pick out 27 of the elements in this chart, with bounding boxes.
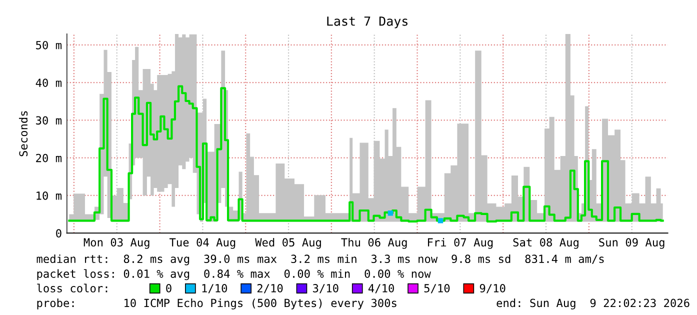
y-tick-label: 50 m [36, 40, 62, 50]
y-tick-label: 30 m [36, 116, 62, 125]
text: packet loss: 0.01 % avg 0.84 % max 0.00 % min 0.00 % now [37, 269, 431, 280]
x-tick-label: Fri 07 Aug [428, 238, 493, 249]
legend-label: 2/10 [257, 284, 283, 294]
text: probe: 10 ICMP Echo Pings (500 Bytes) every 300s [37, 298, 396, 310]
legend-label: 9/10 [480, 284, 506, 294]
y-tick-label: 0 [56, 229, 62, 238]
x-tick-label: Mon 03 Aug [84, 238, 150, 249]
x-tick-label: Sat 08 Aug [513, 238, 578, 249]
legend-label: 1/10 [202, 284, 228, 294]
x-tick-label: Thu 06 Aug [341, 238, 407, 249]
legend-label: 3/10 [313, 284, 338, 294]
x-tick-label: Tue 04 Aug [170, 238, 236, 249]
x-tick-label: Wed 05 Aug [255, 238, 321, 249]
text: median rtt: 8.2 ms avg 39.0 ms max 3.2 ms min 3.3 ms now 9.8 ms sd 831.4 m am/s [36, 254, 604, 266]
y-tick-label: 20 m [36, 154, 62, 162]
y-tick-label: 40 m [36, 78, 62, 87]
legend-label: 4/10 [368, 284, 394, 294]
y-tick-label: 10 m [36, 191, 62, 200]
x-tick-label: Sun 09 Aug [599, 238, 664, 249]
legend-label: 5/10 [424, 284, 450, 294]
y-axis-title: Seconds [18, 111, 28, 156]
chart-title: Last 7 Days [327, 16, 408, 28]
text: end: Sun Aug 9 22:02:23 2026 [496, 298, 690, 310]
legend-label: 0 [166, 284, 172, 292]
legend-title: loss color: [37, 284, 108, 292]
